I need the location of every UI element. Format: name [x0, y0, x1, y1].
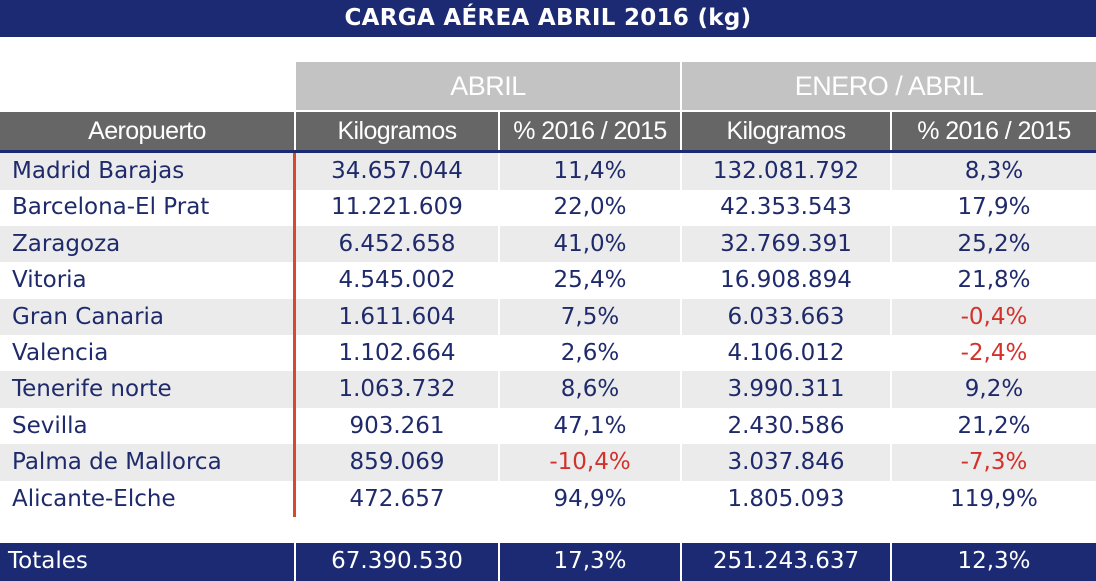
kg-abril: 903.261: [349, 412, 445, 439]
airport-name: Palma de Mallorca: [0, 444, 294, 481]
totals-kg-abril: 67.390.530: [296, 543, 498, 581]
pct-enero-abril: -0,4%: [892, 298, 1096, 336]
airport-name: Barcelona-El Prat: [12, 194, 210, 221]
kg-abril: 1.063.732: [296, 371, 498, 408]
kg-abril: 472.657: [349, 485, 445, 512]
kg-abril: 859.069: [296, 444, 498, 481]
table-row: Valencia 1.102.664 2,6% 4.106.012 -2,4%: [0, 335, 1096, 372]
totals-kg-enero-abril: 251.243.637: [682, 543, 890, 581]
kg-abril: 34.657.044: [296, 153, 498, 190]
pct-enero-abril: 21,2%: [957, 412, 1031, 439]
airport-name: Tenerife norte: [0, 371, 294, 408]
pct-enero-abril: 21,8%: [957, 267, 1031, 294]
kg-enero-abril: 3.037.846: [682, 444, 890, 481]
table-row: Vitoria 4.545.002 25,4% 16.908.894 21,8%: [0, 262, 1096, 299]
table-row: Tenerife norte 1.063.732 8,6% 3.990.311 9,2%: [0, 371, 1096, 408]
pct-abril: 7,5%: [500, 298, 680, 336]
table-row: Gran Canaria 1.611.604 7,5% 6.033.663 -0,4%: [0, 298, 1096, 336]
pct-enero-abril: 25,2%: [892, 225, 1096, 263]
table-row: Sevilla 903.261 47,1% 2.430.586 21,2%: [0, 408, 1096, 445]
totals-pct-enero-abril: 12,3%: [892, 543, 1096, 581]
pct-abril: 47,1%: [553, 412, 627, 439]
kg-abril: 11.221.609: [331, 194, 463, 221]
pct-enero-abril: 119,9%: [950, 485, 1038, 512]
column-header-kg-enero-abril: Kilogramos: [682, 112, 890, 150]
pct-enero-abril: 9,2%: [892, 371, 1096, 408]
airport-name: Vitoria: [12, 267, 87, 294]
airport-name: Sevilla: [12, 412, 88, 439]
kg-enero-abril: 32.769.391: [682, 225, 890, 263]
totals-label: Totales: [0, 543, 294, 581]
column-divider-red: [293, 153, 296, 517]
kg-abril: 1.102.664: [338, 340, 456, 366]
table-row: Barcelona-El Prat 11.221.609 22,0% 42.353.5…: [0, 189, 1096, 226]
airport-name: Valencia: [12, 340, 109, 366]
kg-enero-abril: 4.106.012: [727, 340, 845, 366]
kg-enero-abril: 132.081.792: [682, 153, 890, 190]
pct-abril: 94,9%: [553, 485, 627, 512]
pct-enero-abril: 8,3%: [892, 153, 1096, 190]
column-header-kg-abril: Kilogramos: [296, 112, 498, 150]
pct-abril: 22,0%: [553, 194, 627, 221]
table-row: Alicante-Elche 472.657 94,9% 1.805.093 119,9…: [0, 481, 1096, 518]
table-row: Madrid Barajas 34.657.044 11,4% 132.081.792…: [0, 153, 1096, 190]
group-header-enero-abril: ENERO / ABRIL: [682, 62, 1096, 110]
kg-enero-abril: 3.990.311: [682, 371, 890, 408]
kg-enero-abril: 2.430.586: [727, 412, 845, 439]
pct-abril: 8,6%: [500, 371, 680, 408]
kg-enero-abril: 1.805.093: [727, 485, 845, 512]
airport-name: Gran Canaria: [0, 298, 294, 336]
totals-pct-abril: 17,3%: [500, 543, 680, 581]
airport-name: Madrid Barajas: [0, 153, 294, 190]
column-header-pct-enero-abril: % 2016 / 2015: [892, 112, 1096, 150]
kg-enero-abril: 6.033.663: [682, 298, 890, 336]
airport-name: Zaragoza: [0, 225, 294, 263]
pct-abril: 11,4%: [500, 153, 680, 190]
pct-enero-abril: -2,4%: [960, 340, 1028, 366]
pct-abril: 25,4%: [553, 267, 627, 294]
kg-enero-abril: 16.908.894: [720, 267, 852, 294]
table-title: CARGA AÉREA ABRIL 2016 (kg): [0, 0, 1096, 37]
column-header-aeropuerto: Aeropuerto: [0, 112, 294, 150]
pct-abril: 2,6%: [560, 340, 620, 366]
pct-enero-abril: -7,3%: [892, 444, 1096, 481]
pct-abril: -10,4%: [500, 444, 680, 481]
table-row: Zaragoza 6.452.658 41,0% 32.769.391 25,2%: [0, 225, 1096, 263]
kg-abril: 4.545.002: [338, 267, 456, 294]
group-header-abril: ABRIL: [296, 62, 680, 110]
table-row: Palma de Mallorca 859.069 -10,4% 3.037.846-…: [0, 444, 1096, 481]
pct-enero-abril: 17,9%: [957, 194, 1031, 221]
kg-abril: 6.452.658: [296, 225, 498, 263]
kg-enero-abril: 42.353.543: [720, 194, 852, 221]
pct-abril: 41,0%: [500, 225, 680, 263]
column-header-pct-abril: % 2016 / 2015: [500, 112, 680, 150]
kg-abril: 1.611.604: [296, 298, 498, 336]
airport-name: Alicante-Elche: [12, 485, 176, 512]
header-divider: [0, 150, 1096, 153]
